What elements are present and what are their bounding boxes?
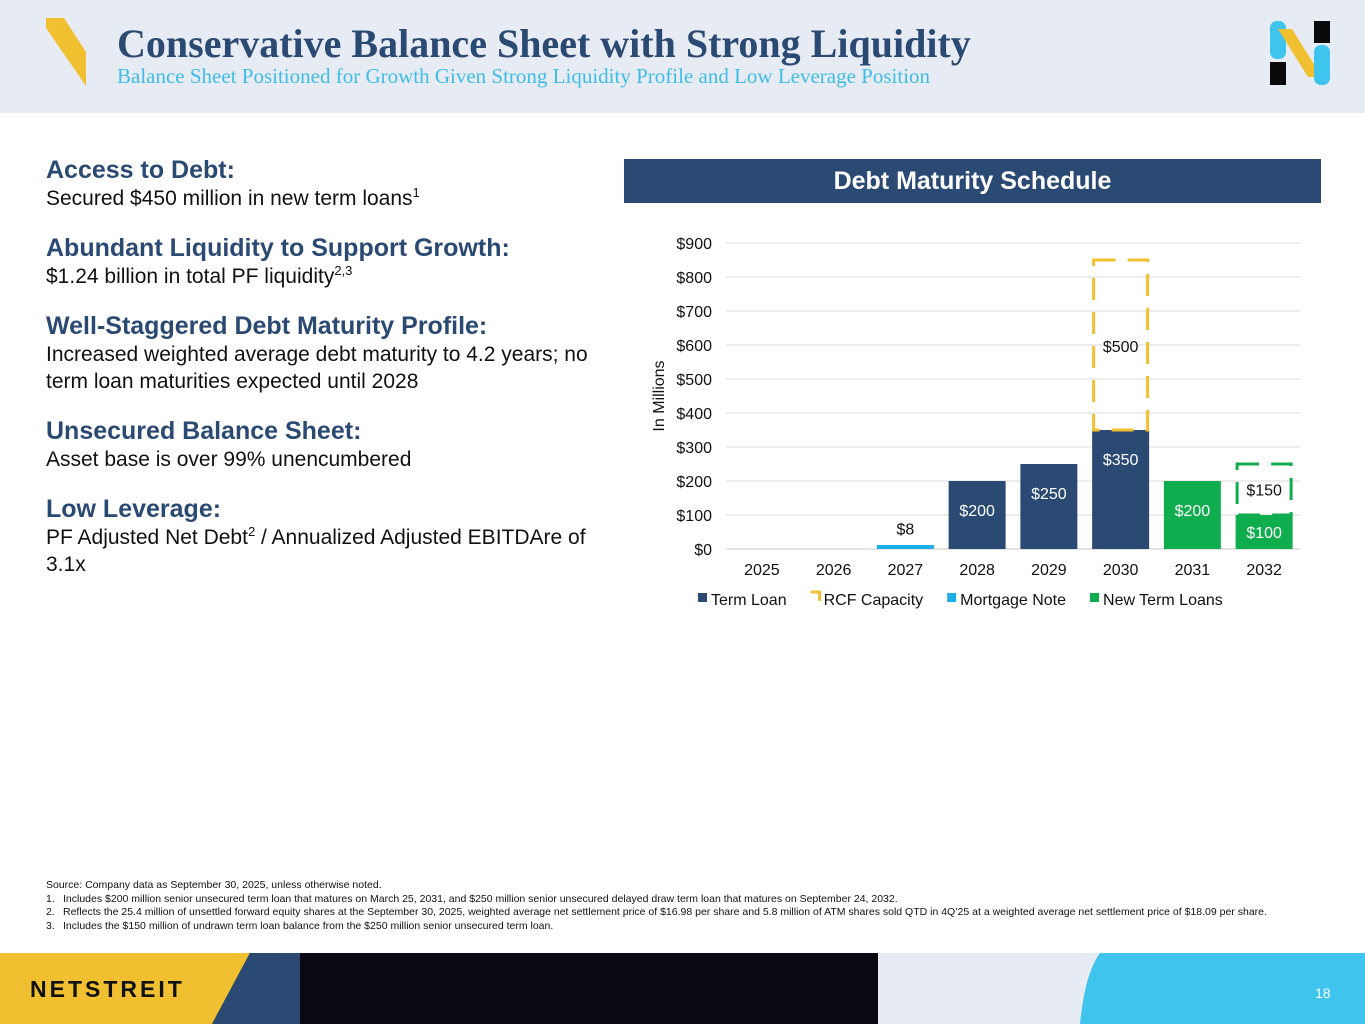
legend-swatch [698, 593, 707, 602]
y-tick-label: $100 [676, 508, 712, 525]
data-label: $100 [1246, 525, 1282, 542]
y-tick-label: $0 [694, 542, 712, 559]
slide-title: Conservative Balance Sheet with Strong L… [117, 21, 971, 66]
legend-swatch [810, 590, 822, 601]
slide-header: Conservative Balance Sheet with Strong L… [0, 0, 1365, 113]
highlight-text: $1.24 billion in total PF liquidity2,3 [46, 263, 353, 288]
bar-new-term-loans [1163, 481, 1221, 549]
data-label: $500 [1103, 339, 1139, 356]
y-tick-label: $600 [676, 338, 712, 355]
debt-maturity-chart: $0 $100 $200 $300 $400 $500 $600 $700 $800 $900 In… [651, 236, 1300, 609]
legend-label: Term Loan [711, 592, 787, 609]
x-tick-label: 2032 [1246, 562, 1282, 579]
bar-term-loan [1020, 464, 1078, 549]
bar-rcf-capacity [1092, 258, 1150, 432]
y-axis-label: In Millions [651, 360, 668, 431]
x-tick-label: 2025 [744, 562, 780, 579]
highlights-list: Access to Debt: Secured $450 million in … [46, 155, 616, 599]
chevron-logo-icon [46, 18, 86, 86]
x-tick-label: 2028 [959, 562, 995, 579]
legend-swatch [947, 593, 957, 602]
x-tick-label: 2030 [1103, 562, 1139, 579]
y-tick-label: $900 [676, 236, 712, 253]
highlight-low-leverage: Low Leverage: PF Adjusted Net Debt2 / An… [46, 494, 616, 578]
y-tick-label: $200 [676, 474, 712, 491]
bar-new-term-loans [1235, 515, 1293, 549]
chart-title-banner: Debt Maturity Schedule [624, 159, 1321, 203]
footnote-3: 3. Includes the $150 million of undrawn t… [46, 919, 554, 932]
highlight-heading: Low Leverage: [46, 495, 222, 523]
footnote-ref: 1 [412, 185, 420, 200]
highlight-text: Asset base is over 99% unencumbered [46, 448, 412, 471]
y-tick-label: $400 [676, 406, 712, 423]
netstreit-n-logo-icon [1270, 21, 1330, 85]
bar-term-loan [1092, 430, 1150, 549]
data-label: $250 [1031, 486, 1067, 503]
x-tick-label: 2029 [1031, 562, 1067, 579]
footnotes: Source: Company data as September 30, 20… [46, 879, 1306, 933]
highlight-unsecured: Unsecured Balance Sheet: Asset base is o… [46, 416, 616, 473]
highlight-heading: Abundant Liquidity to Support Growth: [46, 234, 510, 262]
highlight-heading: Unsecured Balance Sheet: [46, 417, 362, 445]
highlight-text: PF Adjusted Net Debt2 / Annualized Adjus… [46, 524, 586, 576]
footnote-ref: 2,3 [334, 263, 353, 278]
x-tick-label: 2026 [816, 562, 852, 579]
highlight-liquidity: Abundant Liquidity to Support Growth: $1… [46, 233, 616, 290]
x-tick-label: 2031 [1175, 562, 1211, 579]
highlight-maturity-profile: Well-Staggered Debt Maturity Profile: In… [46, 311, 616, 395]
footnote-1: 1. Includes $200 million senior unsecured… [46, 892, 898, 905]
legend-label: Mortgage Note [960, 592, 1066, 609]
footnote-2: 2. Reflects the 25.4 million of unsettled… [46, 906, 1267, 918]
footnote-ref: 2 [247, 524, 256, 539]
data-label: $200 [1175, 503, 1211, 520]
legend-label: RCF Capacity [824, 592, 924, 609]
data-label: $150 [1246, 483, 1282, 500]
bar-term-loan [948, 481, 1006, 549]
highlight-heading: Access to Debt: [46, 156, 235, 184]
footnote-source: Source: Company data as September 30, 20… [46, 879, 382, 891]
page-number: 18 [1315, 985, 1331, 1001]
data-label: $350 [1103, 452, 1139, 469]
legend-label: New Term Loans [1103, 592, 1223, 609]
data-label: $8 [896, 521, 914, 538]
legend-swatch [1090, 593, 1100, 602]
y-tick-label: $500 [676, 372, 712, 389]
y-tick-label: $800 [676, 270, 712, 287]
bar-mortgage-note [876, 545, 934, 549]
bar-undrawn-term-loan [1235, 462, 1293, 517]
highlight-access-to-debt: Access to Debt: Secured $450 million in … [46, 155, 616, 212]
highlight-text: Increased weighted average debt maturity… [46, 343, 588, 393]
data-label: $200 [959, 503, 995, 520]
footer-bar [0, 953, 1365, 1024]
y-tick-label: $700 [676, 304, 712, 321]
y-tick-label: $300 [676, 440, 712, 457]
x-tick-label: 2027 [888, 562, 924, 579]
highlight-text: Secured $450 million in new term loans1 [46, 185, 420, 210]
netstreit-wordmark: NETSTREIT [30, 976, 185, 1002]
highlight-heading: Well-Staggered Debt Maturity Profile: [46, 312, 488, 340]
slide-subtitle: Balance Sheet Positioned for Growth Give… [117, 64, 931, 88]
